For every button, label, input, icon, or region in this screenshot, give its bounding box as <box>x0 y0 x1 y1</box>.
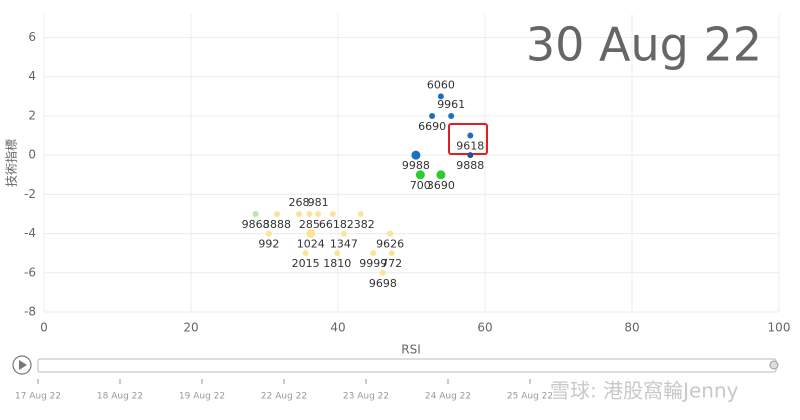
y-axis-label: 技術指標 <box>4 139 19 187</box>
y-tick-label: 4 <box>28 69 36 83</box>
point-label: 6690 <box>418 120 446 133</box>
y-tick-label: 2 <box>28 108 36 122</box>
x-tick-label: 60 <box>477 321 492 335</box>
data-point <box>306 210 313 217</box>
x-tick-label: 0 <box>40 321 48 335</box>
data-point <box>306 229 316 239</box>
point-label: 268 <box>289 196 310 209</box>
data-point <box>436 170 446 180</box>
x-tick-label: 40 <box>330 321 345 335</box>
point-label: 9961 <box>437 98 465 111</box>
data-point <box>388 250 395 257</box>
timeline-track[interactable] <box>37 358 777 373</box>
y-tick-label: -2 <box>24 187 36 201</box>
point-label: 992 <box>258 238 279 251</box>
point-label: 9626 <box>376 238 404 251</box>
point-label: 9999 <box>359 257 387 270</box>
play-button[interactable] <box>12 355 32 375</box>
data-point <box>370 250 377 257</box>
data-point <box>315 210 322 217</box>
data-point <box>329 210 336 217</box>
data-point <box>467 132 474 139</box>
data-point <box>387 230 394 237</box>
play-icon[interactable] <box>19 360 27 370</box>
point-label: 9888 <box>456 159 484 172</box>
y-tick-label: -6 <box>24 265 36 279</box>
data-point <box>357 210 364 217</box>
timeline-label: 24 Aug 22 <box>425 392 471 402</box>
point-label: 9988 <box>402 159 430 172</box>
point-label: 285 <box>299 218 320 231</box>
point-label: 9698 <box>369 277 397 290</box>
data-point <box>302 250 309 257</box>
data-point <box>252 210 259 217</box>
point-label: 3888 <box>263 218 291 231</box>
data-point <box>265 230 272 237</box>
watermark: 雪球: 港股窩輪Jenny <box>550 379 739 403</box>
point-label: 1347 <box>330 238 358 251</box>
point-label: 6618 <box>319 218 347 231</box>
timeline-label: 17 Aug 22 <box>15 392 61 402</box>
x-tick-label: 100 <box>768 321 791 335</box>
data-point <box>411 150 421 160</box>
point-label: 700 <box>410 179 431 192</box>
timeline-label: 22 Aug 22 <box>261 392 307 402</box>
data-point <box>273 210 280 217</box>
data-point <box>415 170 425 180</box>
data-point <box>429 112 436 119</box>
x-tick-label: 20 <box>183 321 198 335</box>
x-axis-label: RSI <box>401 343 421 357</box>
y-tick-label: 6 <box>28 30 36 44</box>
point-label: 9618 <box>456 140 484 153</box>
point-label: 6060 <box>427 78 455 91</box>
data-point <box>467 152 474 159</box>
point-label: 1024 <box>297 238 325 251</box>
point-label: 1810 <box>323 257 351 270</box>
data-point <box>437 93 444 100</box>
point-label: 772 <box>381 257 402 270</box>
data-point <box>379 269 386 276</box>
timeline-handle[interactable] <box>769 360 779 370</box>
point-label: 3690 <box>427 179 455 192</box>
point-label: 9868 <box>242 218 270 231</box>
chart-title: 30 Aug 22 <box>526 18 762 72</box>
y-tick-label: -4 <box>24 226 36 240</box>
data-point <box>334 250 341 257</box>
timeline-label: 25 Aug 22 <box>507 392 553 402</box>
point-label: 2015 <box>292 257 320 270</box>
y-tick-label: -8 <box>24 305 36 319</box>
data-point <box>296 210 303 217</box>
data-point <box>448 112 455 119</box>
timeline-label: 18 Aug 22 <box>97 392 143 402</box>
point-label: 2382 <box>347 218 375 231</box>
data-point <box>340 230 347 237</box>
point-label: 981 <box>308 196 329 209</box>
y-tick-label: 0 <box>28 148 36 162</box>
timeline-label: 19 Aug 22 <box>179 392 225 402</box>
timeline-label: 23 Aug 22 <box>343 392 389 402</box>
x-tick-label: 80 <box>624 321 639 335</box>
